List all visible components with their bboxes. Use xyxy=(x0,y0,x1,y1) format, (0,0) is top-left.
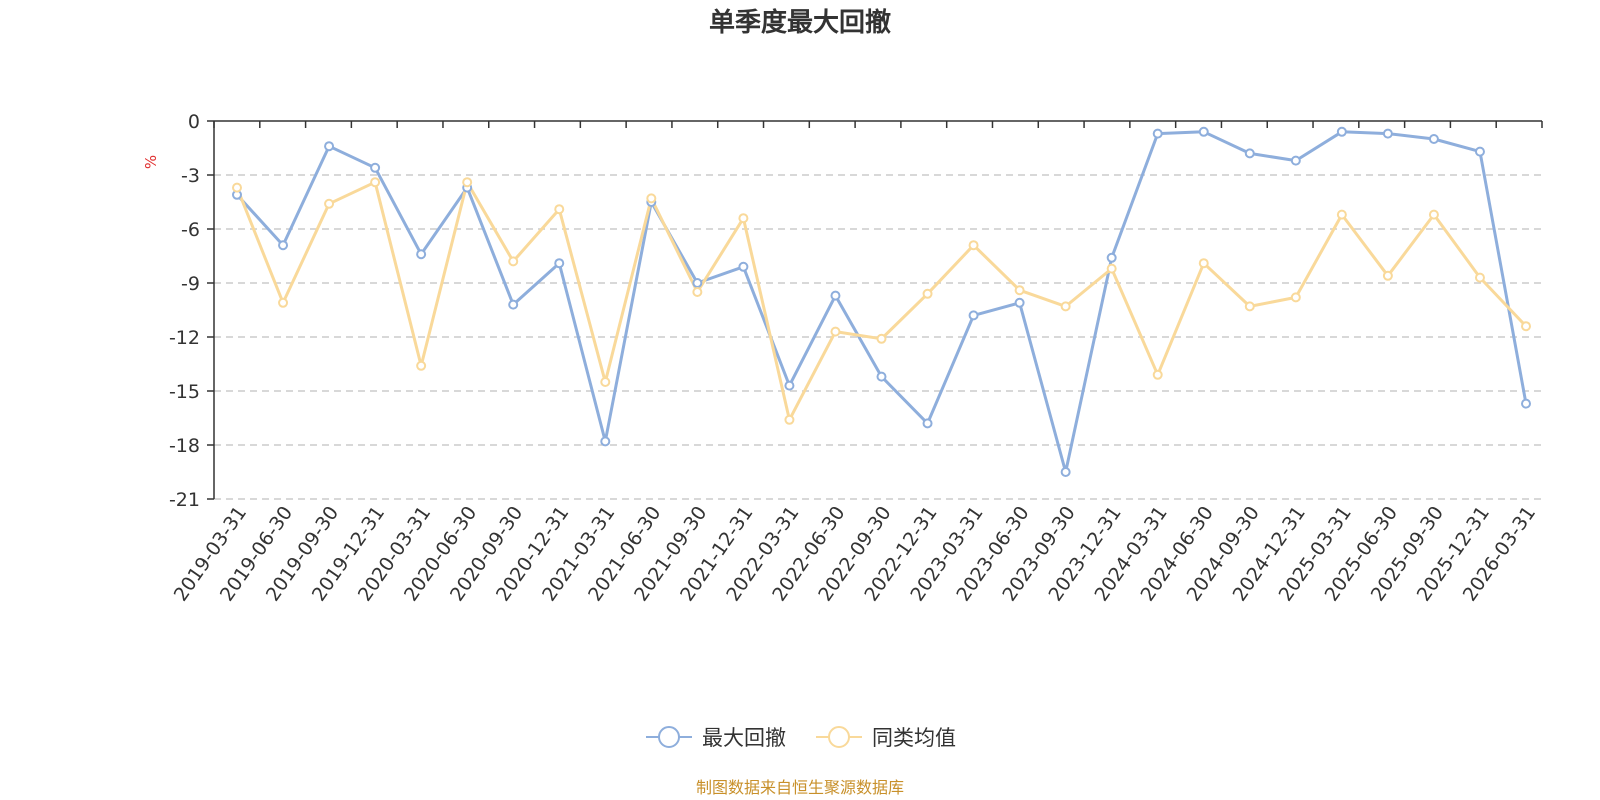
legend-item-max-drawdown[interactable]: 最大回撤 xyxy=(644,722,786,752)
data-point-1 xyxy=(1244,301,1255,312)
data-point-1 xyxy=(1198,258,1209,269)
data-point-0 xyxy=(1428,134,1439,144)
data-point-0 xyxy=(1336,126,1347,137)
data-point-0 xyxy=(600,436,611,447)
y-tick-label: -6 xyxy=(181,219,200,241)
data-point-0 xyxy=(830,290,841,301)
data-point-1 xyxy=(600,377,611,387)
data-point-0 xyxy=(416,249,427,260)
y-tick-label: -18 xyxy=(169,435,200,457)
data-point-1 xyxy=(1014,285,1025,296)
data-point-1 xyxy=(554,204,565,215)
data-point-0 xyxy=(1152,128,1163,139)
data-point-1 xyxy=(324,198,335,209)
y-axis-unit-label: % xyxy=(142,155,160,169)
y-tick-label: -12 xyxy=(169,327,200,349)
data-point-0 xyxy=(1014,297,1025,308)
source-note: 制图数据来自恒生聚源数据库 xyxy=(695,778,904,797)
legend-item-category-average[interactable]: 同类均值 xyxy=(814,722,956,752)
data-point-1 xyxy=(1428,209,1439,220)
data-point-0 xyxy=(692,278,703,288)
series-layer xyxy=(232,126,1531,477)
data-point-1 xyxy=(232,182,242,193)
data-point-0 xyxy=(278,240,289,251)
data-point-0 xyxy=(324,141,335,152)
legend-label-max-drawdown: 最大回撤 xyxy=(702,726,786,750)
data-point-0 xyxy=(1198,126,1209,137)
data-point-1 xyxy=(1290,292,1301,303)
data-point-0 xyxy=(1521,398,1531,409)
data-point-0 xyxy=(1244,148,1255,159)
data-point-1 xyxy=(876,333,887,344)
data-point-0 xyxy=(1106,252,1117,263)
data-point-0 xyxy=(784,380,795,391)
y-tick-label: -9 xyxy=(181,273,200,295)
data-point-1 xyxy=(738,213,749,224)
data-point-1 xyxy=(968,240,979,251)
data-point-0 xyxy=(1382,128,1393,139)
data-point-0 xyxy=(922,418,933,429)
data-point-1 xyxy=(646,193,657,204)
data-point-1 xyxy=(1152,369,1163,380)
data-point-1 xyxy=(692,287,703,297)
data-point-1 xyxy=(784,414,795,425)
line-chart: 0-3-6-9-12-15-18-21%2019-03-312019-06-30… xyxy=(142,111,1543,605)
data-point-0 xyxy=(1060,467,1071,477)
data-point-0 xyxy=(1290,155,1301,166)
data-point-1 xyxy=(830,326,841,337)
data-point-1 xyxy=(416,360,427,371)
data-point-1 xyxy=(508,256,519,267)
data-point-0 xyxy=(508,299,519,310)
data-point-1 xyxy=(1382,270,1393,281)
y-tick-label: -21 xyxy=(169,489,200,511)
data-point-0 xyxy=(876,371,887,382)
data-point-0 xyxy=(738,261,749,272)
series-line-0 xyxy=(235,130,1528,474)
data-point-1 xyxy=(278,297,289,308)
y-tick-label: 0 xyxy=(188,111,200,133)
label-layer: 0-3-6-9-12-15-18-21%2019-03-312019-06-30… xyxy=(142,111,1540,605)
grid-layer xyxy=(214,174,1542,500)
data-point-1 xyxy=(1474,272,1485,283)
legend-label-category-average: 同类均值 xyxy=(872,726,956,750)
axis-layer xyxy=(207,120,1543,500)
data-point-1 xyxy=(462,177,473,188)
legend-swatch-category-average xyxy=(816,726,862,748)
data-point-0 xyxy=(370,162,381,173)
legend: 最大回撤 同类均值 xyxy=(0,722,1600,752)
data-point-0 xyxy=(968,310,979,321)
chart-title: 单季度最大回撤 xyxy=(708,8,891,38)
data-point-1 xyxy=(1521,321,1531,332)
y-tick-label: -15 xyxy=(169,381,200,403)
y-tick-label: -3 xyxy=(181,165,200,187)
data-point-0 xyxy=(1474,146,1485,157)
data-point-1 xyxy=(370,177,381,188)
data-point-1 xyxy=(1060,301,1071,312)
data-point-0 xyxy=(554,258,565,269)
data-point-1 xyxy=(1336,209,1347,220)
data-point-1 xyxy=(922,288,933,299)
legend-swatch-max-drawdown xyxy=(646,726,692,748)
data-point-1 xyxy=(1106,263,1117,274)
series-line-1 xyxy=(235,180,1528,422)
